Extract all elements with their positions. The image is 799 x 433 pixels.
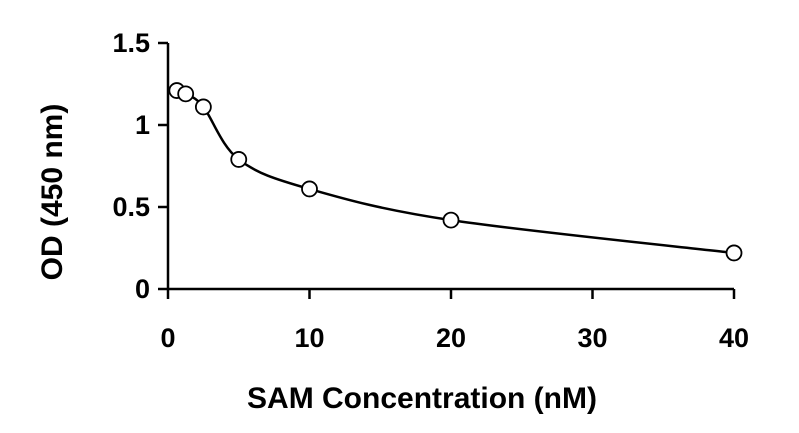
data-point — [177, 85, 195, 103]
y-tick-label: 0.5 — [112, 192, 150, 222]
x-tick-label: 20 — [436, 323, 466, 353]
y-tick-labels: 0 0.5 1 1.5 — [112, 28, 150, 304]
data-point — [442, 211, 460, 229]
x-tick-label: 10 — [294, 323, 324, 353]
axes — [158, 41, 736, 299]
y-tick-label: 1 — [135, 110, 150, 140]
x-tick-labels: 0 10 20 30 40 — [160, 323, 749, 353]
data-points-layer — [168, 82, 743, 262]
data-point — [301, 180, 318, 198]
data-point — [725, 244, 743, 262]
series-line — [176, 89, 735, 255]
y-axis-title: OD (450 nm) — [36, 104, 69, 281]
x-axis-title: SAM Concentration (nM) — [247, 382, 597, 415]
data-point — [194, 98, 212, 116]
x-tick-label: 0 — [160, 323, 175, 353]
x-tick-label: 30 — [577, 323, 607, 353]
x-tick-label: 40 — [719, 323, 749, 353]
series-curve-layer — [176, 89, 735, 255]
y-tick-label: 0 — [135, 274, 150, 304]
data-point — [230, 151, 248, 168]
y-tick-label: 1.5 — [112, 28, 150, 58]
